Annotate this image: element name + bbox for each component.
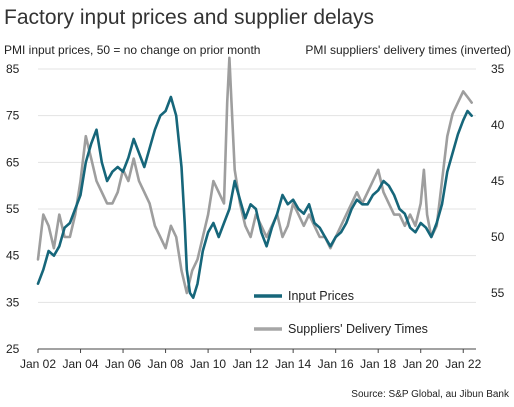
right-tick-label: 40	[491, 118, 505, 132]
series-line-delivery-times	[36, 56, 473, 295]
legend: Input Prices Suppliers' Delivery Times	[254, 289, 428, 336]
x-tick-label: Jan 10	[190, 357, 226, 371]
series-line-input-prices	[36, 95, 473, 299]
legend-label-input-prices: Input Prices	[288, 289, 354, 303]
left-tick-label: 85	[6, 62, 20, 76]
x-axis-ticks: Jan 02 Jan 04 Jan 06 Jan 08 Jan 10 Jan 12 Jan …	[20, 349, 482, 371]
left-tick-label: 35	[6, 295, 20, 309]
x-tick-label: Jan 16	[318, 357, 354, 371]
x-tick-label: Jan 18	[360, 357, 396, 371]
right-axis-ticks: 35 40 45 50 55	[491, 62, 505, 300]
x-tick-label: Jan 08	[148, 357, 184, 371]
series-lines	[36, 56, 473, 299]
source-note: Source: S&P Global, au Jibun Bank	[351, 389, 510, 400]
chart-title: Factory input prices and supplier delays	[4, 6, 374, 29]
legend-label-delivery-times: Suppliers' Delivery Times	[288, 322, 428, 336]
left-tick-label: 65	[6, 155, 20, 169]
left-tick-label: 55	[6, 202, 20, 216]
right-axis-label: PMI suppliers' delivery times (inverted)	[305, 43, 511, 57]
right-tick-label: 45	[491, 174, 505, 188]
left-tick-label: 45	[6, 249, 20, 263]
right-tick-label: 50	[491, 230, 505, 244]
x-tick-label: Jan 06	[105, 357, 141, 371]
left-axis-label: PMI input prices, 50 = no change on prio…	[4, 43, 260, 57]
x-tick-label: Jan 12	[233, 357, 269, 371]
x-tick-label: Jan 04	[63, 357, 99, 371]
x-tick-label: Jan 22	[445, 357, 481, 371]
left-tick-label: 25	[6, 342, 20, 356]
right-tick-label: 35	[491, 62, 505, 76]
right-tick-label: 55	[491, 286, 505, 300]
left-axis-ticks: 25 35 45 55 65 75 85	[6, 62, 20, 356]
left-tick-label: 75	[6, 109, 20, 123]
x-tick-label: Jan 20	[403, 357, 439, 371]
x-tick-label: Jan 02	[20, 357, 56, 371]
x-tick-label: Jan 14	[275, 357, 311, 371]
